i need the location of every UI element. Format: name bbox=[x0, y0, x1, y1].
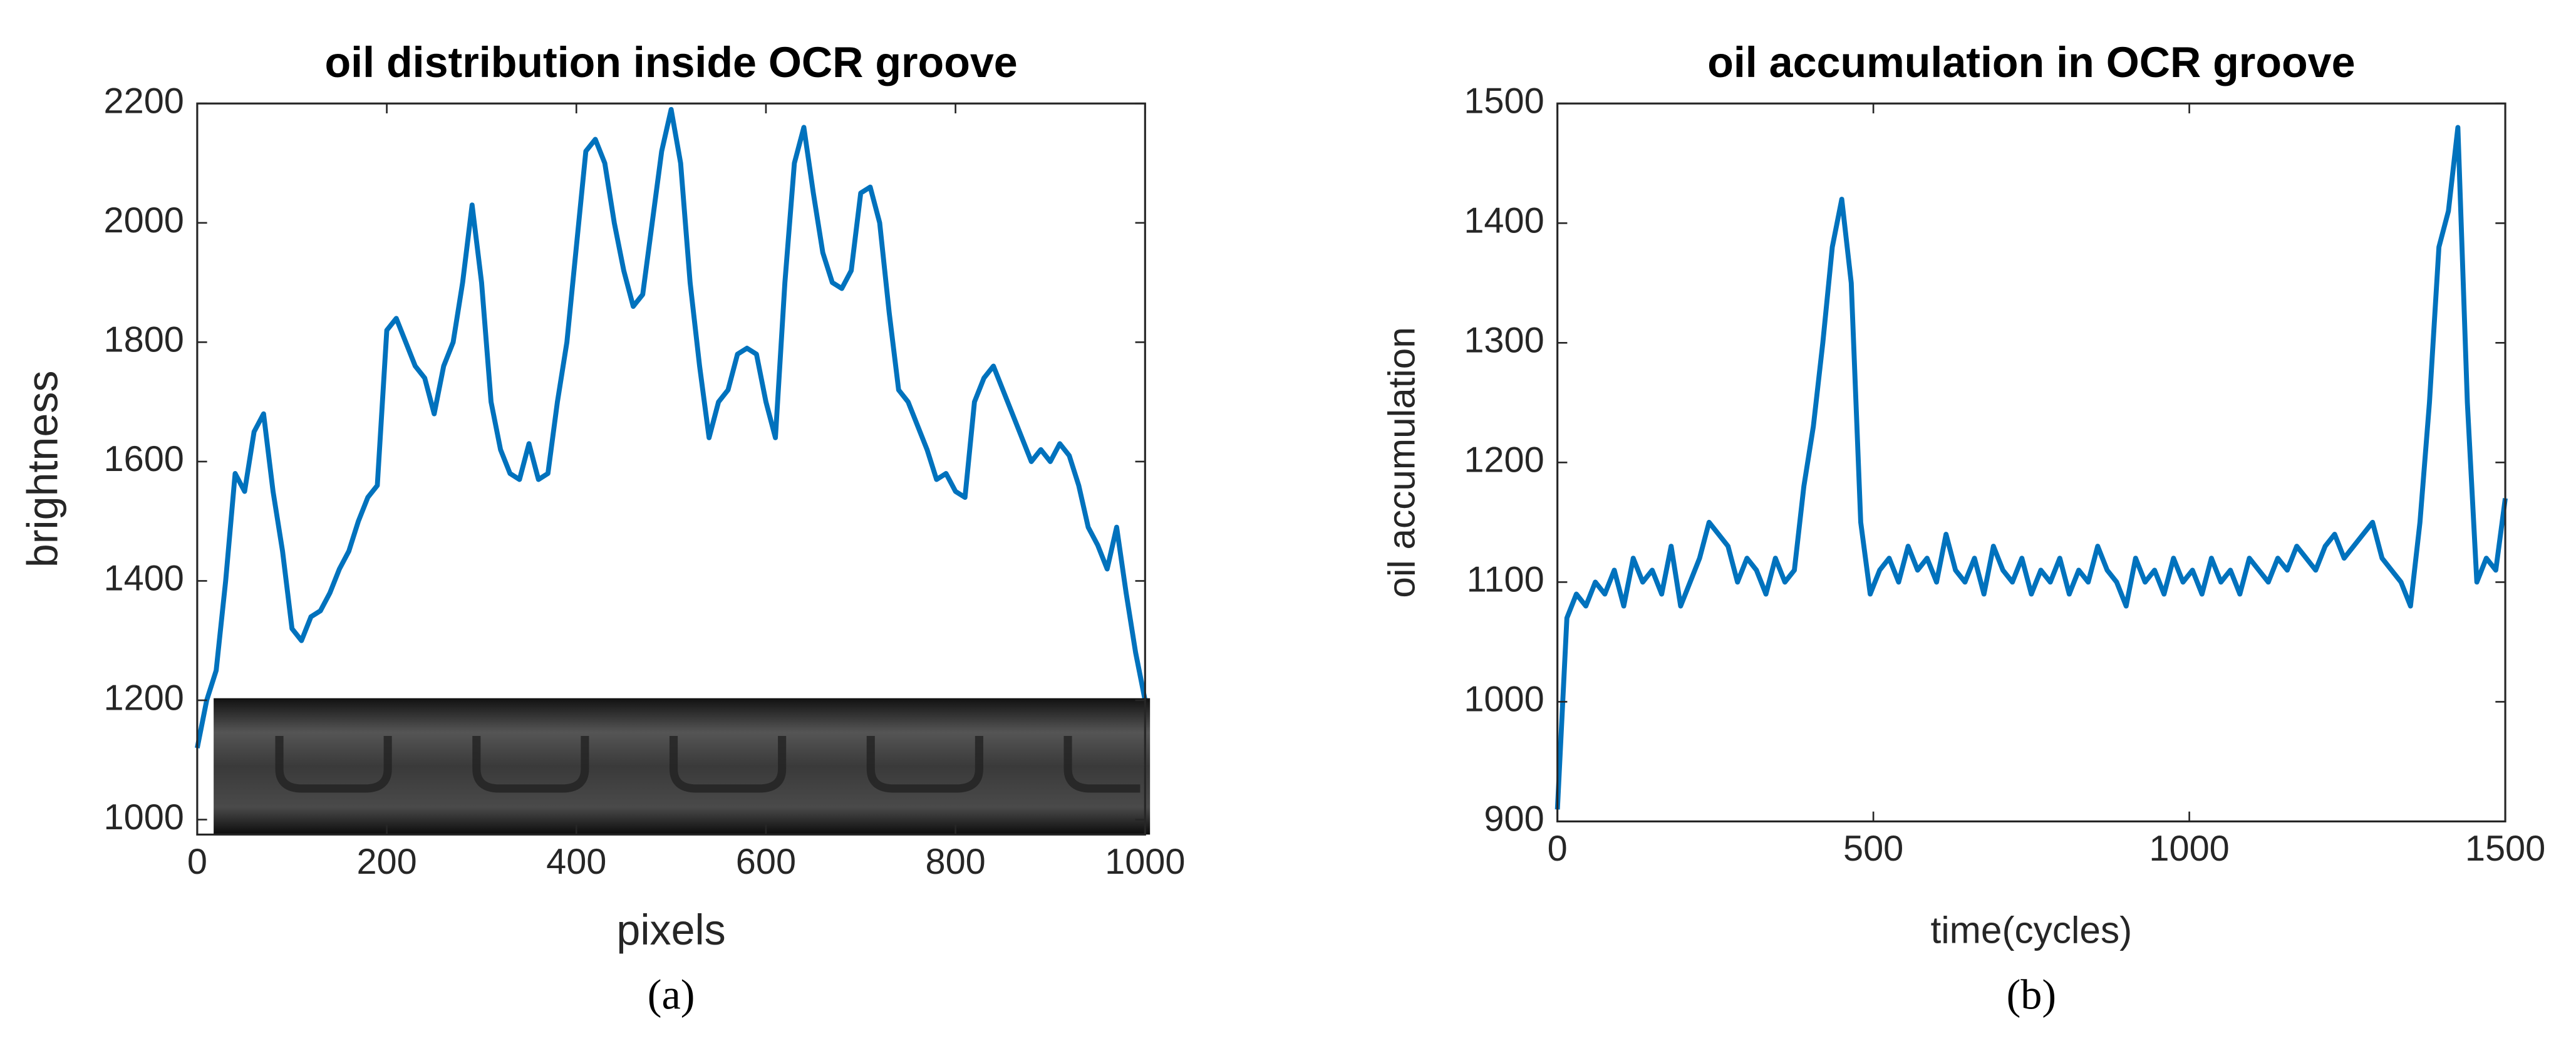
data-line bbox=[195, 106, 1148, 749]
y-tick-label: 1200 bbox=[104, 678, 184, 718]
y-tick-label: 1600 bbox=[104, 439, 184, 479]
panel-caption: (a) bbox=[648, 970, 695, 1018]
y-tick-label: 1200 bbox=[1464, 440, 1544, 480]
y-tick-label: 2000 bbox=[104, 200, 184, 241]
x-axis-label: time(cycles) bbox=[1931, 909, 2133, 951]
y-tick-label: 1000 bbox=[1464, 680, 1544, 720]
y-tick-label: 900 bbox=[1484, 799, 1544, 839]
y-axis-label: brightness bbox=[19, 371, 67, 568]
y-tick-label: 1500 bbox=[1464, 81, 1544, 121]
chart-title: oil accumulation in OCR groove bbox=[1707, 39, 2355, 86]
axes-box bbox=[196, 102, 1146, 836]
y-tick-label: 1400 bbox=[1464, 201, 1544, 241]
y-tick-label: 2200 bbox=[104, 81, 184, 121]
x-tick-label: 0 bbox=[187, 842, 207, 882]
y-tick-label: 1100 bbox=[1467, 560, 1544, 600]
y-tick-label: 1800 bbox=[104, 320, 184, 360]
x-tick-label: 600 bbox=[736, 842, 796, 882]
plot-area bbox=[1557, 103, 2506, 822]
x-tick-label: 400 bbox=[546, 842, 606, 882]
x-axis-label: pixels bbox=[616, 906, 725, 954]
groove-image bbox=[214, 698, 1151, 835]
y-axis-label: oil accumulation bbox=[1380, 327, 1423, 598]
x-tick-label: 500 bbox=[1843, 829, 1903, 869]
x-tick-label: 1500 bbox=[2465, 829, 2545, 869]
x-tick-label: 1000 bbox=[1105, 842, 1185, 882]
y-tick-label: 1400 bbox=[104, 559, 184, 599]
y-tick-label: 1000 bbox=[104, 797, 184, 837]
chart-title: oil distribution inside OCR groove bbox=[325, 39, 1018, 86]
x-tick-label: 200 bbox=[356, 842, 416, 882]
x-tick-label: 800 bbox=[926, 842, 986, 882]
data-line bbox=[1554, 125, 2508, 810]
x-tick-label: 1000 bbox=[2149, 829, 2229, 869]
x-tick-label: 0 bbox=[1548, 829, 1568, 869]
panel-caption: (b) bbox=[2007, 970, 2057, 1018]
y-tick-label: 1300 bbox=[1464, 321, 1544, 361]
